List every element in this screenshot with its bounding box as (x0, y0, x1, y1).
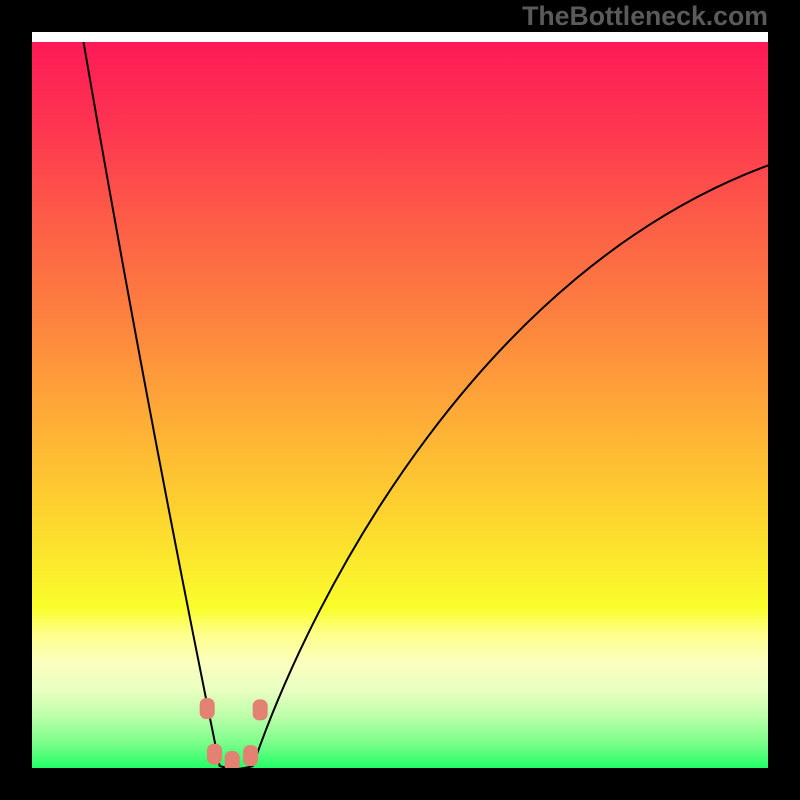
chart-plot (32, 42, 768, 768)
chart-root: TheBottleneck.com (0, 0, 800, 800)
marker-point (253, 700, 267, 720)
marker-point (208, 744, 222, 764)
watermark-text: TheBottleneck.com (522, 1, 768, 32)
marker-point (244, 746, 258, 766)
marker-point (225, 751, 239, 768)
gradient-background (32, 42, 768, 768)
marker-point (200, 698, 214, 718)
